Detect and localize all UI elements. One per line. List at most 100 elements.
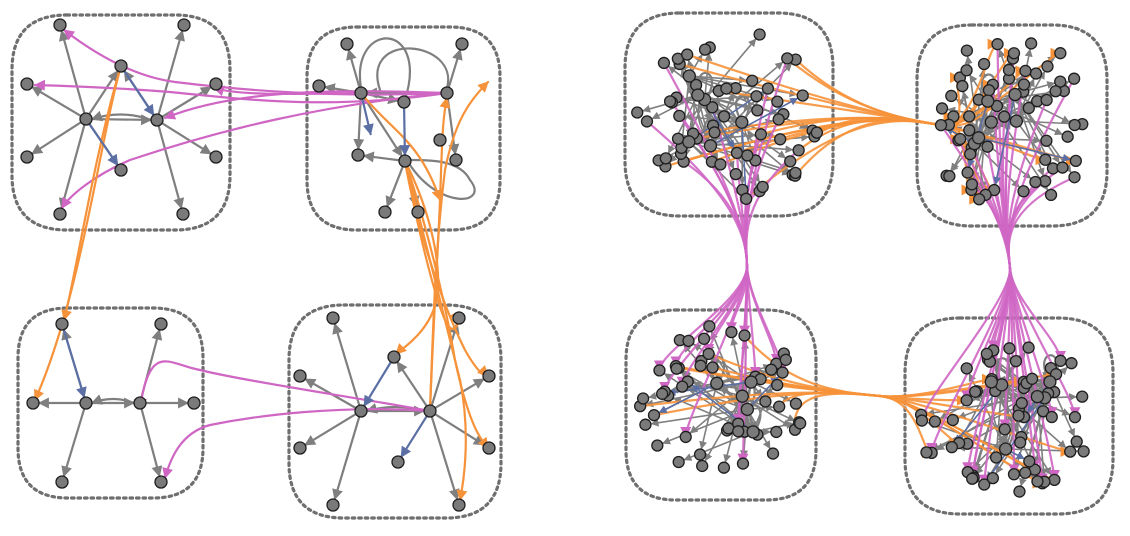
node-rd-27 bbox=[986, 471, 1000, 485]
cluster-rc-edge-15 bbox=[662, 410, 743, 445]
cluster-rb-blue-edge-3 bbox=[983, 138, 1071, 162]
cluster-ra-edge-49 bbox=[728, 116, 738, 125]
node-rc-12 bbox=[765, 363, 778, 376]
node-rc-35 bbox=[676, 380, 689, 393]
cluster-rc-loop-1 bbox=[746, 404, 762, 434]
node-rd-49 bbox=[989, 451, 1003, 464]
node-b-n2 bbox=[455, 37, 469, 51]
node-ra-39 bbox=[792, 144, 805, 157]
node-rd-59 bbox=[1015, 396, 1028, 410]
node-rb-hub-5 bbox=[1009, 114, 1024, 128]
node-ra-26 bbox=[753, 28, 766, 41]
node-rb-20 bbox=[1022, 101, 1035, 115]
node-rc-hub-4 bbox=[735, 389, 749, 403]
node-rb-hub-1 bbox=[1008, 87, 1022, 102]
node-rd-44 bbox=[946, 413, 959, 427]
node-b-n8 bbox=[411, 205, 425, 219]
node-rd-37 bbox=[1022, 341, 1035, 354]
node-d-n8 bbox=[326, 498, 340, 512]
node-rb-36 bbox=[1054, 75, 1067, 88]
cluster-ra-loop-1 bbox=[735, 94, 751, 124]
node-d-n1 bbox=[326, 311, 340, 325]
node-ra-hub-3 bbox=[682, 135, 696, 149]
node-rd-18 bbox=[978, 478, 991, 491]
cluster-outlines bbox=[10, 11, 1115, 520]
node-rb-11 bbox=[1024, 37, 1038, 50]
node-ra-8 bbox=[784, 155, 797, 168]
node-rb-57 bbox=[953, 132, 967, 146]
node-rb-hub-0 bbox=[981, 94, 995, 108]
intra-edge-b-10 bbox=[363, 96, 403, 158]
node-rd-36 bbox=[1023, 455, 1036, 468]
node-rc-38 bbox=[732, 425, 745, 438]
node-ra-7 bbox=[673, 109, 686, 123]
node-c-n5 bbox=[55, 475, 69, 489]
self-loop-b-1 bbox=[358, 37, 411, 102]
node-rb-19 bbox=[1068, 171, 1081, 184]
node-rc-19 bbox=[697, 332, 711, 345]
node-rb-6 bbox=[1044, 188, 1058, 202]
intra-edge-a-9 bbox=[157, 124, 185, 210]
node-rd-hub-4 bbox=[1030, 389, 1045, 404]
node-b-n5 bbox=[433, 133, 447, 147]
node-rd-16 bbox=[1007, 468, 1021, 481]
intra-edge-d-7 bbox=[430, 415, 460, 501]
node-ra-59 bbox=[659, 152, 672, 165]
intra-cluster-edges bbox=[30, 29, 1079, 501]
intra-edge-c-2 bbox=[61, 407, 86, 478]
node-b-n6 bbox=[351, 148, 365, 162]
node-d-n4 bbox=[293, 369, 307, 383]
node-d-h2 bbox=[423, 404, 437, 418]
node-rd-7 bbox=[928, 415, 942, 428]
node-b-n3 bbox=[312, 79, 326, 93]
node-c-n4 bbox=[187, 396, 201, 410]
node-rb-3 bbox=[1040, 134, 1053, 147]
cluster-rd-blue-edge-1 bbox=[954, 388, 999, 444]
cluster-rd-hub-edge-0 bbox=[1001, 390, 1010, 444]
node-ra-hub-0 bbox=[703, 139, 718, 153]
node-ra-23 bbox=[730, 146, 744, 160]
node-rb-15 bbox=[1069, 154, 1082, 168]
node-rb-31 bbox=[1056, 161, 1069, 174]
inter-edge-magenta-6 bbox=[136, 360, 432, 413]
intra-edge-b-7 bbox=[362, 151, 401, 163]
cluster-outline-7 bbox=[624, 308, 818, 502]
node-rb-35 bbox=[1041, 60, 1054, 73]
node-rd-45 bbox=[1012, 409, 1025, 422]
node-rc-3 bbox=[789, 397, 803, 410]
node-a-n3 bbox=[177, 18, 191, 32]
node-rb-51 bbox=[1049, 85, 1062, 98]
node-a-n7 bbox=[114, 163, 128, 177]
node-rd-8 bbox=[960, 394, 973, 407]
intra-edge-b-3 bbox=[447, 48, 463, 89]
node-d-n10 bbox=[452, 498, 466, 512]
cluster-outline-6 bbox=[915, 23, 1109, 228]
node-ra-33 bbox=[740, 192, 753, 205]
node-b-h3 bbox=[440, 86, 454, 100]
intra-edge-d-5 bbox=[434, 377, 485, 410]
intra-edge-b-0 bbox=[346, 48, 361, 89]
node-a-h1 bbox=[79, 112, 93, 126]
node-rc-21 bbox=[706, 361, 719, 374]
node-ra-50 bbox=[729, 167, 742, 181]
intra-edge-d-0 bbox=[332, 322, 361, 407]
node-c-h2 bbox=[133, 396, 147, 410]
node-a-n2 bbox=[114, 59, 128, 73]
reciprocal-edge-b-1 bbox=[399, 106, 411, 157]
node-ra-51 bbox=[772, 113, 785, 126]
node-b-n4 bbox=[397, 95, 411, 109]
node-rb-55 bbox=[1068, 118, 1081, 132]
node-b-n9 bbox=[449, 153, 463, 167]
node-ra-42 bbox=[681, 48, 694, 61]
node-rd-4 bbox=[1065, 357, 1078, 370]
node-rb-44 bbox=[961, 166, 974, 179]
node-a-h2 bbox=[150, 113, 164, 127]
inter-edge-orange-1 bbox=[61, 64, 123, 322]
node-rd-hub-2 bbox=[1043, 375, 1057, 389]
node-ra-27 bbox=[781, 52, 794, 65]
cluster-rb-hub-edge-3 bbox=[981, 126, 995, 136]
reciprocal-edge-d-2 bbox=[400, 414, 428, 459]
node-d-n3 bbox=[452, 311, 466, 325]
